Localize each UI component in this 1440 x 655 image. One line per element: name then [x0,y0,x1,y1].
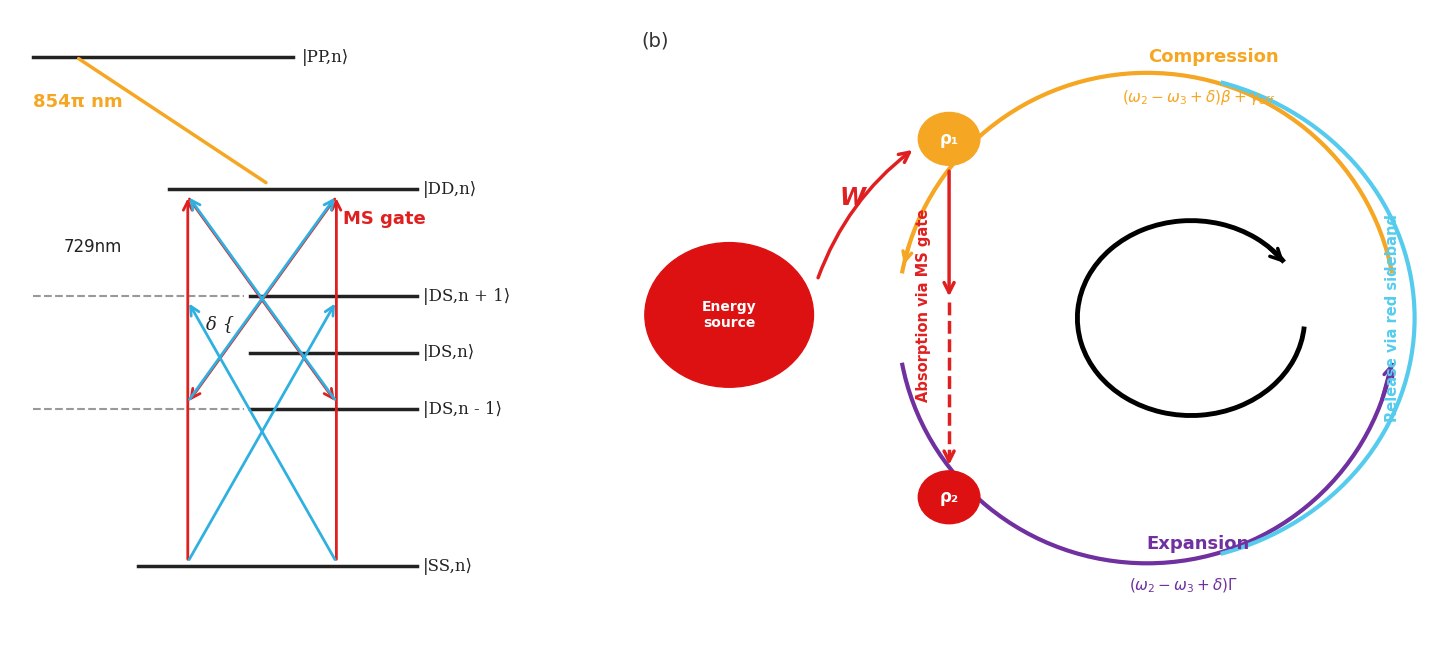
Text: |DS,n - 1⟩: |DS,n - 1⟩ [423,401,503,418]
Circle shape [919,471,979,524]
Text: Release via red sideband: Release via red sideband [1385,214,1400,422]
Text: $(\omega_2 - \omega_3 + \delta)\Gamma$: $(\omega_2 - \omega_3 + \delta)\Gamma$ [1129,576,1238,595]
Text: |DS,n + 1⟩: |DS,n + 1⟩ [423,288,510,305]
Circle shape [919,113,979,165]
Text: W: W [840,186,865,210]
Text: ρ₂: ρ₂ [939,488,959,506]
Text: δ {: δ { [206,315,235,333]
Text: 854π nm: 854π nm [33,94,122,111]
Text: |DD,n⟩: |DD,n⟩ [423,181,477,198]
Text: ρ₁: ρ₁ [939,130,959,148]
Text: MS gate: MS gate [343,210,425,228]
Text: Expansion: Expansion [1146,535,1250,553]
Circle shape [645,242,814,387]
Text: Energy
source: Energy source [701,300,756,330]
Text: Compression: Compression [1148,48,1279,66]
Text: |DS,n⟩: |DS,n⟩ [423,344,475,361]
Text: |PP,n⟩: |PP,n⟩ [302,48,350,66]
Text: 729nm: 729nm [63,238,122,256]
Text: |SS,n⟩: |SS,n⟩ [423,558,474,575]
Text: Absorption via MS gate: Absorption via MS gate [916,209,930,402]
Text: $(\omega_2 - \omega_3 + \delta)\beta + \gamma_{eff}$: $(\omega_2 - \omega_3 + \delta)\beta + \… [1122,88,1276,107]
Text: (b): (b) [641,32,668,51]
